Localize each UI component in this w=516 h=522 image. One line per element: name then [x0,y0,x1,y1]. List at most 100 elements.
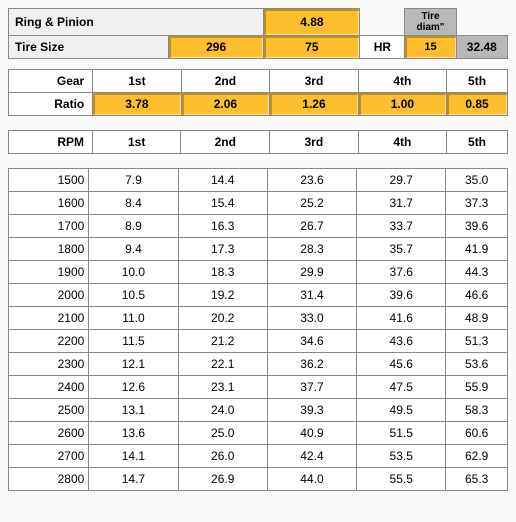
table-row: 230012.122.136.245.653.6 [9,353,508,376]
speed-cell: 53.5 [357,445,446,468]
speed-cell: 29.9 [267,261,356,284]
speed-cell: 51.3 [446,330,508,353]
ratio-input-2[interactable]: 2.06 [181,93,270,116]
tire-width-input[interactable]: 296 [168,36,263,59]
tire-wheel-input[interactable]: 15 [405,36,456,59]
speed-cell: 13.6 [89,422,178,445]
speed-cell: 20.2 [178,307,267,330]
speed-cell: 19.2 [178,284,267,307]
speed-cell: 62.9 [446,445,508,468]
speed-cell: 42.4 [267,445,356,468]
table-row: 260013.625.040.951.560.6 [9,422,508,445]
speed-cell: 26.7 [267,215,356,238]
speed-cell: 34.6 [267,330,356,353]
rpm-header-4: 4th [358,131,446,154]
rpm-header-table: RPM 1st 2nd 3rd 4th 5th [8,130,508,154]
speed-cell: 21.2 [178,330,267,353]
tire-diam-label: Tire diam" [405,9,456,36]
speed-cell: 49.5 [357,399,446,422]
tire-diam-value: 32.48 [456,36,507,59]
speed-cell: 26.0 [178,445,267,468]
speed-cell: 37.7 [267,376,356,399]
speed-cell: 33.0 [267,307,356,330]
speed-cell: 37.6 [357,261,446,284]
rpm-cell: 1900 [9,261,89,284]
speed-cell: 10.0 [89,261,178,284]
rpm-cell: 1600 [9,192,89,215]
speed-cell: 23.1 [178,376,267,399]
rpm-cell: 2700 [9,445,89,468]
speed-cell: 39.6 [357,284,446,307]
rpm-cell: 2800 [9,468,89,491]
gear-header-4: 4th [358,70,446,93]
rpm-cell: 2200 [9,330,89,353]
ring-pinion-label: Ring & Pinion [9,9,264,36]
table-row: 270014.126.042.453.562.9 [9,445,508,468]
speed-cell: 33.7 [357,215,446,238]
speed-cell: 8.9 [89,215,178,238]
speed-cell: 65.3 [446,468,508,491]
speed-cell: 48.9 [446,307,508,330]
ratio-input-1[interactable]: 3.78 [93,93,181,116]
rpm-cell: 2600 [9,422,89,445]
speed-cell: 45.6 [357,353,446,376]
ratio-input-3[interactable]: 1.26 [270,93,358,116]
speed-cell: 14.4 [178,169,267,192]
speed-cell: 55.9 [446,376,508,399]
speed-cell: 55.5 [357,468,446,491]
speed-cell: 24.0 [178,399,267,422]
speed-cell: 8.4 [89,192,178,215]
speed-cell: 39.6 [446,215,508,238]
speed-cell: 53.6 [446,353,508,376]
speed-cell: 58.3 [446,399,508,422]
speed-cell: 14.1 [89,445,178,468]
speed-cell: 22.1 [178,353,267,376]
speed-cell: 35.0 [446,169,508,192]
speed-cell: 43.6 [357,330,446,353]
gear-label: Gear [9,70,93,93]
gear-ratio-table: Gear 1st 2nd 3rd 4th 5th Ratio 3.78 2.06… [8,69,508,116]
rpm-cell: 2500 [9,399,89,422]
speed-cell: 28.3 [267,238,356,261]
speed-cell: 26.9 [178,468,267,491]
table-row: 16008.415.425.231.737.3 [9,192,508,215]
ratio-label: Ratio [9,93,93,116]
table-row: 190010.018.329.937.644.3 [9,261,508,284]
rpm-header-5: 5th [447,131,508,154]
rpm-cell: 2300 [9,353,89,376]
speed-cell: 47.5 [357,376,446,399]
config-table: Ring & Pinion 4.88 Tire diam" Tire Size … [8,8,508,59]
speed-cell: 14.7 [89,468,178,491]
rpm-header-3: 3rd [270,131,359,154]
speed-cell: 36.2 [267,353,356,376]
speed-cell: 39.3 [267,399,356,422]
gear-header-5: 5th [447,70,508,93]
table-row: 220011.521.234.643.651.3 [9,330,508,353]
speed-cell: 35.7 [357,238,446,261]
ring-pinion-input[interactable]: 4.88 [264,9,360,36]
table-row: 17008.916.326.733.739.6 [9,215,508,238]
speed-cell: 25.2 [267,192,356,215]
ratio-input-4[interactable]: 1.00 [358,93,446,116]
speed-cell: 44.0 [267,468,356,491]
gear-header-2: 2nd [181,70,270,93]
tire-aspect-input[interactable]: 75 [264,36,360,59]
rpm-header-1: 1st [92,131,180,154]
table-row: 250013.124.039.349.558.3 [9,399,508,422]
speed-cell: 41.9 [446,238,508,261]
speed-cell: 25.0 [178,422,267,445]
speed-cell: 29.7 [357,169,446,192]
speed-cell: 9.4 [89,238,178,261]
ratio-input-5[interactable]: 0.85 [447,93,508,116]
speed-cell: 51.5 [357,422,446,445]
speed-cell: 41.6 [357,307,446,330]
table-row: 240012.623.137.747.555.9 [9,376,508,399]
speed-cell: 16.3 [178,215,267,238]
gear-header-3: 3rd [270,70,358,93]
speed-cell: 12.6 [89,376,178,399]
speed-cell: 7.9 [89,169,178,192]
rpm-cell: 2000 [9,284,89,307]
speed-cell: 11.5 [89,330,178,353]
speed-cell: 10.5 [89,284,178,307]
speed-cell: 46.6 [446,284,508,307]
